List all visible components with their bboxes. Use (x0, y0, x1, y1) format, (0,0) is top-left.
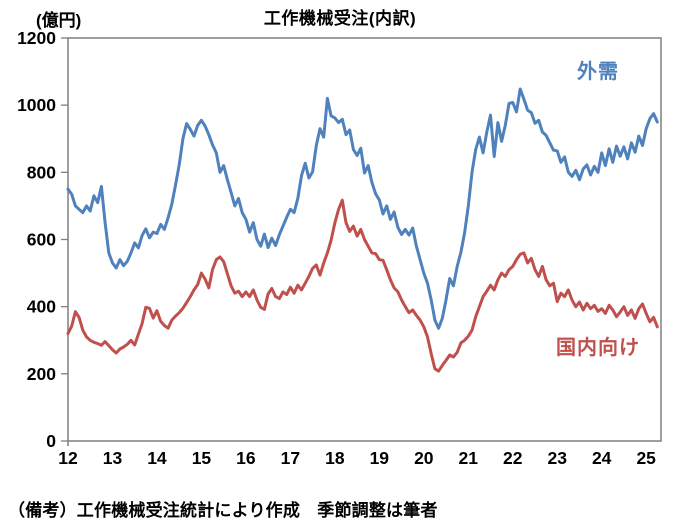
series-label-foreign-demand: 外需 (577, 61, 619, 83)
x-tick-label-20: 20 (414, 448, 434, 468)
x-tick-label-21: 21 (459, 448, 479, 468)
footnote: （備考）工作機械受注統計により作成 季節調整は筆者 (8, 501, 438, 520)
series-label-domestic-demand: 国内向け (556, 337, 640, 359)
x-tick-label-23: 23 (547, 448, 567, 468)
y-tick-label-800: 800 (27, 162, 56, 182)
y-tick-label-600: 600 (27, 230, 56, 250)
x-tick-label-12: 12 (58, 448, 78, 468)
x-tick-label-24: 24 (592, 448, 612, 468)
series-line-foreign-demand (66, 87, 659, 330)
x-tick-label-17: 17 (281, 448, 300, 468)
y-tick-label-1200: 1200 (17, 28, 56, 48)
x-tick-label-15: 15 (192, 448, 212, 468)
y-tick-label-400: 400 (27, 297, 56, 317)
x-tick-label-19: 19 (370, 448, 390, 468)
x-tick-label-13: 13 (103, 448, 123, 468)
y-tick-label-200: 200 (27, 364, 56, 384)
x-tick-label-25: 25 (636, 448, 656, 468)
chart-title: 工作機械受注(内訳) (263, 9, 417, 28)
x-tick-label-18: 18 (325, 448, 345, 468)
series-line-domestic-demand (66, 198, 659, 373)
y-tick-label-1000: 1000 (17, 95, 56, 115)
y-axis-unit-label: (億円) (36, 11, 82, 30)
x-tick-label-14: 14 (147, 448, 167, 468)
x-tick-label-16: 16 (236, 448, 256, 468)
y-tick-label-0: 0 (46, 431, 56, 451)
x-tick-label-22: 22 (503, 448, 523, 468)
